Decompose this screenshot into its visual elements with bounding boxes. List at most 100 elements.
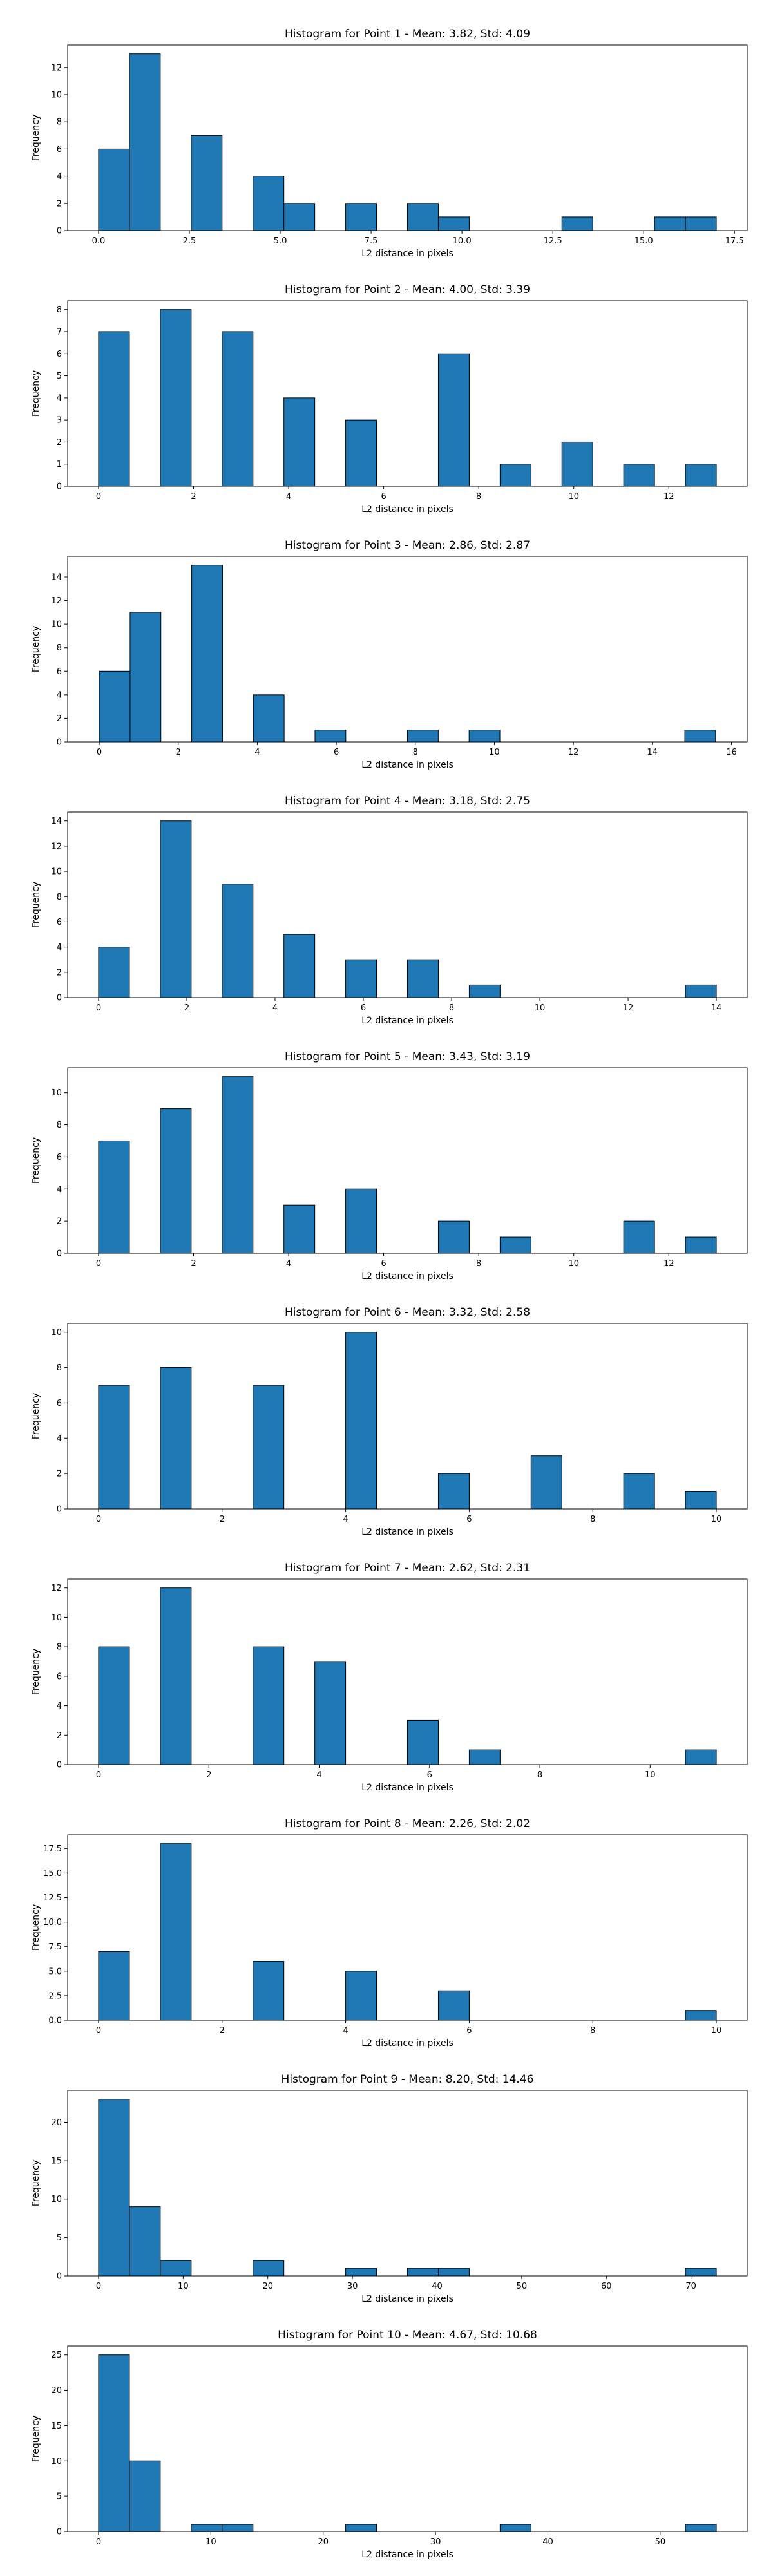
histogram-bar: [468, 1749, 501, 1765]
histogram-bar: [98, 947, 130, 998]
histogram-bar: [283, 203, 316, 231]
x-tick-label: 50: [517, 2282, 528, 2291]
y-tick-label: 20: [51, 2118, 62, 2128]
histogram-bar: [685, 1236, 717, 1254]
y-tick-label: 8: [57, 305, 62, 315]
histogram-bar: [685, 216, 717, 231]
histogram-chart-5: Histogram for Point 5 - Mean: 3.43, Std:…: [31, 1050, 748, 1282]
histogram-chart-9: Histogram for Point 9 - Mean: 8.20, Std:…: [31, 2073, 748, 2304]
y-tick-label: 8: [57, 1121, 62, 1130]
x-tick-label: 10: [645, 1770, 656, 1780]
y-tick-label: 0: [57, 2528, 62, 2537]
x-tick-label: 4: [254, 748, 260, 757]
y-tick-label: 7: [57, 328, 62, 337]
histogram-bar: [499, 1236, 531, 1254]
histogram-chart-4: Histogram for Point 4 - Mean: 3.18, Std:…: [31, 795, 748, 1026]
histogram-bar: [345, 1971, 377, 2021]
y-tick-label: 2: [57, 199, 62, 209]
y-tick-label: 5.0: [48, 1967, 62, 1976]
histogram-bar: [623, 464, 655, 487]
histogram-bar: [345, 2524, 377, 2532]
histogram-bar: [222, 884, 254, 998]
histogram-chart-10: Histogram for Point 10 - Mean: 4.67, Std…: [31, 2329, 748, 2560]
y-tick-label: 6: [57, 667, 62, 677]
histogram-bar: [684, 730, 716, 743]
histogram-bar: [437, 1990, 470, 2021]
x-tick-label: 2.5: [183, 236, 196, 246]
histogram-bar: [160, 1843, 192, 2021]
chart-title: Histogram for Point 8 - Mean: 2.26, Std:…: [285, 1817, 530, 1830]
histogram-bar: [253, 1961, 285, 2021]
y-tick-label: 0: [57, 1249, 62, 1259]
histogram-bar: [160, 820, 192, 998]
histogram-bar: [314, 730, 347, 743]
plot-frame: [67, 44, 748, 231]
y-tick-label: 4: [57, 690, 62, 700]
x-tick-label: 0: [96, 1515, 101, 1524]
x-tick-label: 4: [286, 1259, 291, 1269]
y-tick-label: 4: [57, 1701, 62, 1711]
x-axis-label: L2 distance in pixels: [361, 760, 453, 770]
histogram-bar: [99, 670, 131, 743]
histogram-bar: [685, 984, 717, 998]
plot-frame: [67, 811, 748, 998]
y-tick-label: 15: [51, 2157, 62, 2166]
histogram-bar: [129, 612, 162, 743]
y-axis-label: Frequency: [31, 2160, 41, 2206]
y-axis-label: Frequency: [31, 1137, 41, 1184]
x-tick-label: 0: [96, 2537, 101, 2547]
y-tick-label: 12.5: [43, 1893, 62, 1903]
histogram-bar: [345, 203, 377, 231]
histogram-bar: [561, 441, 593, 487]
x-axis-label: L2 distance in pixels: [361, 2550, 453, 2560]
x-tick-label: 0: [96, 1003, 101, 1013]
histogram-bar: [407, 959, 439, 998]
y-tick-label: 17.5: [43, 1844, 62, 1854]
x-tick-label: 2: [206, 1770, 211, 1780]
histogram-chart-6: Histogram for Point 6 - Mean: 3.32, Std:…: [31, 1306, 748, 1537]
y-tick-label: 8: [57, 643, 62, 653]
y-tick-label: 8: [57, 1363, 62, 1373]
y-axis-label: Frequency: [31, 1904, 41, 1951]
y-tick-label: 15.0: [43, 1869, 62, 1879]
y-tick-label: 5: [57, 372, 62, 381]
x-tick-label: 12: [623, 1003, 634, 1013]
y-tick-label: 4: [57, 1185, 62, 1195]
histogram-bar: [345, 2268, 377, 2277]
chart-title: Histogram for Point 6 - Mean: 3.32, Std:…: [285, 1306, 530, 1319]
histogram-bar: [98, 2099, 130, 2277]
y-tick-label: 4: [57, 1434, 62, 1444]
histogram-chart-2: Histogram for Point 2 - Mean: 4.00, Std:…: [31, 283, 748, 515]
chart-title: Histogram for Point 4 - Mean: 3.18, Std:…: [285, 795, 530, 808]
chart-title: Histogram for Point 2 - Mean: 4.00, Std:…: [285, 283, 530, 296]
histogram-bar: [253, 176, 285, 231]
y-tick-label: 12: [51, 596, 62, 606]
histogram-bar: [685, 2268, 717, 2277]
histogram-bar: [283, 1204, 316, 1254]
y-tick-label: 0.0: [48, 2016, 62, 2026]
histogram-bar: [98, 2354, 130, 2532]
histogram-bar: [191, 2524, 223, 2532]
y-tick-label: 2: [57, 968, 62, 978]
histogram-bar: [222, 1076, 254, 1254]
y-axis-label: Frequency: [31, 115, 41, 161]
x-tick-label: 4: [343, 2026, 348, 2036]
histogram-bar: [98, 1140, 130, 1254]
histogram-bar: [345, 1188, 377, 1254]
y-axis-label: Frequency: [31, 1649, 41, 1695]
histogram-bar: [160, 1587, 192, 1765]
histogram-bar: [160, 1367, 192, 1510]
x-tick-label: 15.0: [635, 236, 653, 246]
histogram-bar: [129, 2460, 161, 2532]
histogram-chart-1: Histogram for Point 1 - Mean: 3.82, Std:…: [31, 28, 748, 259]
x-tick-label: 40: [542, 2537, 553, 2547]
x-tick-label: 8: [590, 2026, 595, 2036]
histogram-bar: [345, 1332, 377, 1510]
histogram-bar: [222, 2524, 254, 2532]
x-tick-label: 14: [711, 1003, 722, 1013]
histogram-bar: [654, 216, 686, 231]
x-tick-label: 6: [334, 748, 339, 757]
x-tick-label: 6: [466, 1515, 472, 1524]
histogram-bar: [98, 148, 130, 231]
